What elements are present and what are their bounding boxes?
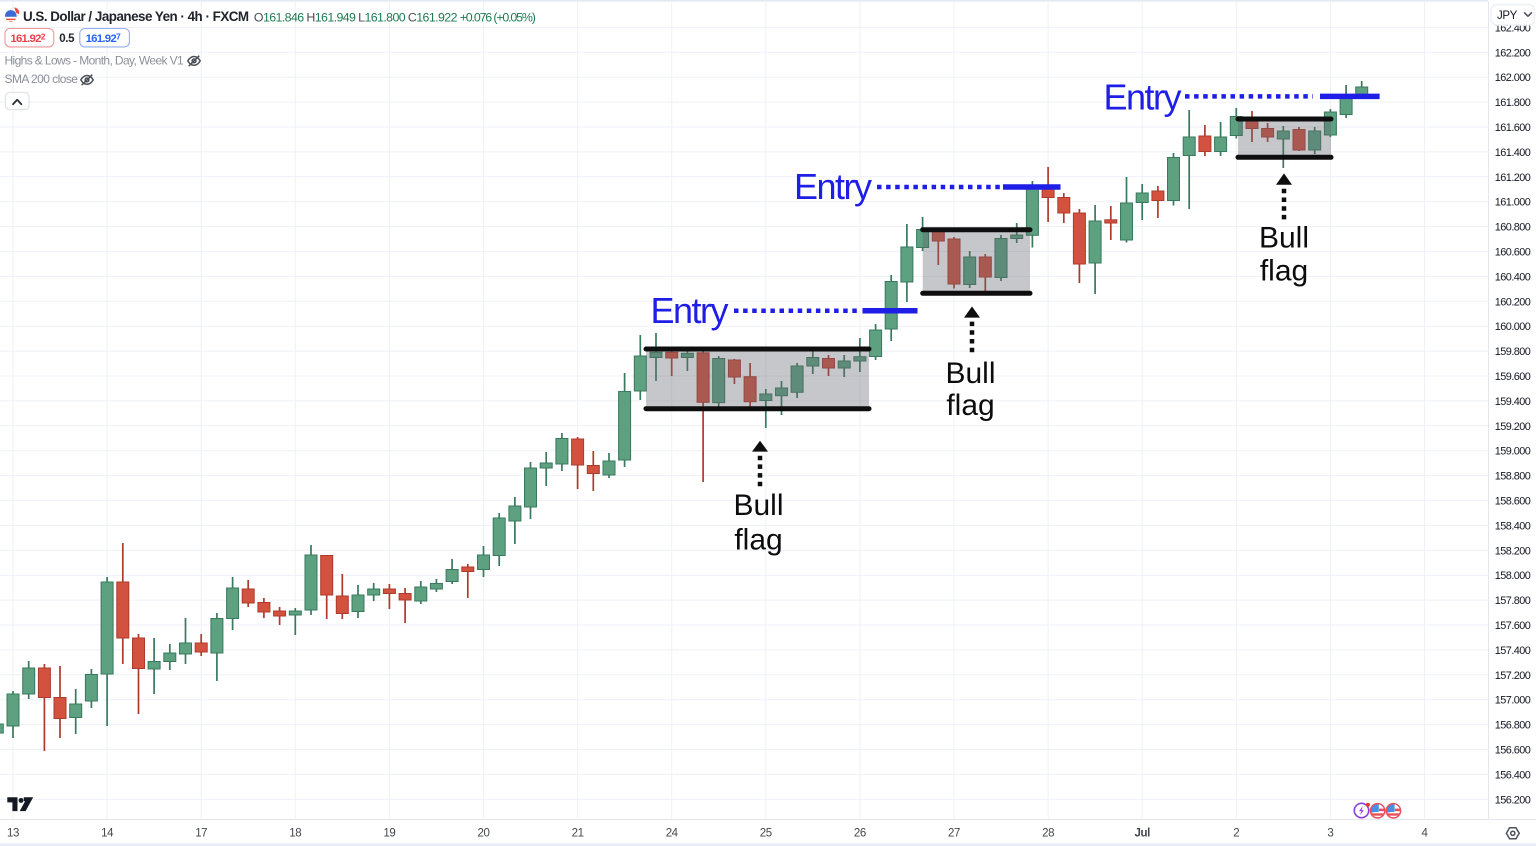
svg-text:161.400: 161.400: [1495, 147, 1531, 159]
svg-text:158.800: 158.800: [1495, 471, 1531, 483]
svg-text:Jul: Jul: [1134, 828, 1150, 840]
svg-text:U.S. Dollar / Japanese Yen · 4: U.S. Dollar / Japanese Yen · 4h · FXCM: [23, 9, 249, 24]
svg-text:156.800: 156.800: [1495, 720, 1531, 732]
svg-text:18: 18: [289, 828, 301, 840]
svg-text:159.400: 159.400: [1495, 396, 1531, 408]
svg-text:160.400: 160.400: [1495, 271, 1531, 283]
svg-text:3: 3: [1327, 828, 1333, 840]
svg-text:161.200: 161.200: [1495, 172, 1531, 184]
svg-text:26: 26: [854, 828, 866, 840]
svg-text:flag: flag: [734, 524, 782, 557]
svg-text:157.800: 157.800: [1495, 595, 1531, 607]
svg-text:157.000: 157.000: [1495, 695, 1531, 707]
svg-text:157.600: 157.600: [1495, 620, 1531, 632]
svg-text:19: 19: [383, 828, 395, 840]
svg-text:157.200: 157.200: [1495, 670, 1531, 682]
svg-text:161.800: 161.800: [1495, 97, 1531, 109]
svg-text:flag: flag: [1260, 255, 1308, 288]
svg-text:JPY: JPY: [1497, 10, 1518, 22]
svg-text:156.200: 156.200: [1495, 794, 1531, 806]
svg-text:20: 20: [478, 828, 490, 840]
svg-text:158.000: 158.000: [1495, 570, 1531, 582]
svg-text:159.000: 159.000: [1495, 446, 1531, 458]
svg-text:162.000: 162.000: [1495, 72, 1531, 84]
svg-text:161.922: 161.922: [10, 31, 45, 45]
svg-text:158.600: 158.600: [1495, 496, 1531, 508]
svg-text:flag: flag: [946, 389, 994, 422]
svg-text:Entry: Entry: [794, 166, 872, 207]
svg-text:159.800: 159.800: [1495, 346, 1531, 358]
svg-text:17: 17: [195, 828, 207, 840]
svg-text:Highs & Lows - Month, Day, Wee: Highs & Lows - Month, Day, Week V1: [5, 54, 185, 68]
svg-text:27: 27: [948, 828, 960, 840]
svg-text:162.200: 162.200: [1495, 47, 1531, 59]
svg-text:Bull: Bull: [733, 489, 783, 522]
svg-text:161.000: 161.000: [1495, 197, 1531, 209]
svg-text:2: 2: [1233, 828, 1239, 840]
svg-text:13: 13: [7, 828, 19, 840]
svg-text:159.600: 159.600: [1495, 371, 1531, 383]
svg-text:4: 4: [1422, 828, 1429, 840]
svg-text:160.200: 160.200: [1495, 296, 1531, 308]
svg-text:160.600: 160.600: [1495, 247, 1531, 259]
svg-text:158.400: 158.400: [1495, 520, 1531, 532]
svg-text:24: 24: [666, 828, 679, 840]
svg-text:Bull: Bull: [945, 357, 995, 390]
svg-text:159.200: 159.200: [1495, 421, 1531, 433]
svg-text:160.800: 160.800: [1495, 222, 1531, 234]
svg-text:158.200: 158.200: [1495, 545, 1531, 557]
svg-text:SMA 200 close: SMA 200 close: [5, 72, 79, 86]
svg-text:156.600: 156.600: [1495, 745, 1531, 757]
svg-text:28: 28: [1042, 828, 1054, 840]
svg-text:21: 21: [572, 828, 584, 840]
svg-text:Bull: Bull: [1259, 222, 1309, 255]
svg-text:157.400: 157.400: [1495, 645, 1531, 657]
svg-text:156.400: 156.400: [1495, 769, 1531, 781]
svg-text:O161.846 H161.949 L161.800 C16: O161.846 H161.949 L161.800 C161.922 +0.0…: [254, 10, 536, 24]
svg-text:161.600: 161.600: [1495, 122, 1531, 134]
svg-text:Entry: Entry: [1104, 77, 1182, 118]
svg-text:14: 14: [101, 828, 114, 840]
svg-text:161.927: 161.927: [86, 31, 121, 45]
svg-text:25: 25: [760, 828, 772, 840]
svg-text:0.5: 0.5: [59, 33, 75, 45]
svg-text:Entry: Entry: [651, 290, 729, 331]
svg-text:160.000: 160.000: [1495, 321, 1531, 333]
